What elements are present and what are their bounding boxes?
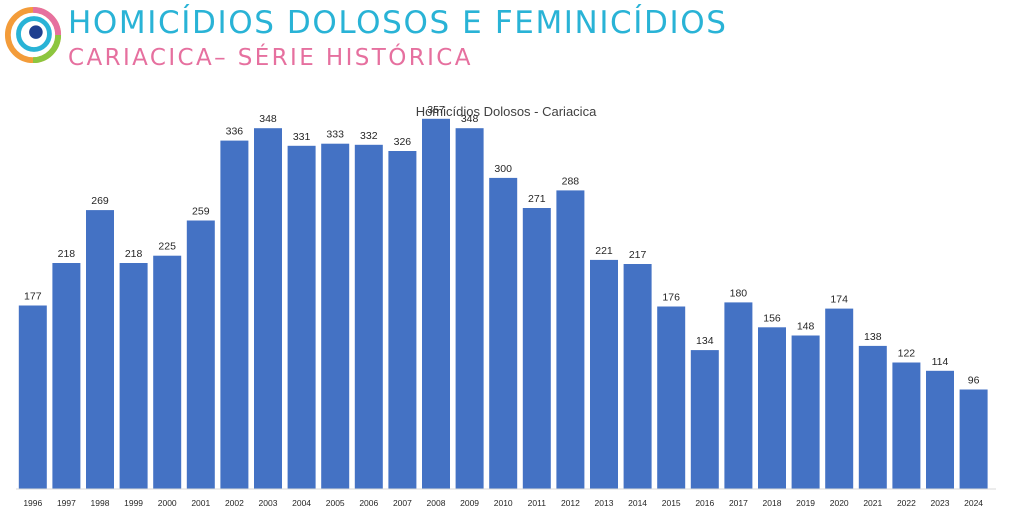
x-tick-label-2005: 2005 xyxy=(326,498,345,508)
value-label-2011: 271 xyxy=(528,193,546,205)
value-label-2018: 156 xyxy=(763,312,781,324)
value-label-2016: 134 xyxy=(696,335,714,347)
x-tick-label-2024: 2024 xyxy=(964,498,983,508)
value-label-2021: 138 xyxy=(864,331,882,343)
value-label-2005: 333 xyxy=(326,129,344,141)
bars-group xyxy=(18,118,988,490)
x-tick-label-2014: 2014 xyxy=(628,498,647,508)
bar-2024 xyxy=(959,389,988,489)
x-tick-label-2004: 2004 xyxy=(292,498,311,508)
bar-2016 xyxy=(690,350,719,489)
x-tick-label-2000: 2000 xyxy=(158,498,177,508)
x-tick-labels-group: 1996 1997 1998 1999 2000 2001 2002 2003 2004 2005… xyxy=(23,498,983,508)
bar-2000 xyxy=(153,255,182,489)
x-tick-label-2006: 2006 xyxy=(359,498,378,508)
bar-2017 xyxy=(724,302,753,489)
bar-1997 xyxy=(52,263,81,489)
x-tick-label-1996: 1996 xyxy=(23,498,42,508)
value-label-1998: 269 xyxy=(91,195,109,207)
value-label-2008: 357 xyxy=(427,104,445,116)
value-label-2023: 114 xyxy=(932,356,949,368)
value-label-2010: 300 xyxy=(494,163,512,175)
x-tick-label-2012: 2012 xyxy=(561,498,580,508)
bar-2001 xyxy=(186,220,215,489)
value-label-2002: 336 xyxy=(226,126,244,138)
value-label-2024: 96 xyxy=(968,375,980,387)
x-tick-label-2011: 2011 xyxy=(528,498,547,508)
x-tick-label-2010: 2010 xyxy=(494,498,513,508)
x-tick-label-1997: 1997 xyxy=(57,498,76,508)
x-tick-label-2021: 2021 xyxy=(863,498,882,508)
x-tick-label-2002: 2002 xyxy=(225,498,244,508)
value-label-2000: 225 xyxy=(158,241,176,253)
bar-1996 xyxy=(18,305,47,489)
bar-2011 xyxy=(522,208,551,489)
value-label-2012: 288 xyxy=(562,175,580,187)
bar-2019 xyxy=(791,335,820,489)
x-tick-label-2016: 2016 xyxy=(695,498,714,508)
page-title: HOMICÍDIOS DOLOSOS E FEMINICÍDIOS xyxy=(68,5,728,41)
x-tick-label-2023: 2023 xyxy=(931,498,950,508)
x-tick-label-2008: 2008 xyxy=(427,498,446,508)
bar-2022 xyxy=(892,362,921,489)
x-tick-label-1998: 1998 xyxy=(91,498,110,508)
x-tick-label-2013: 2013 xyxy=(595,498,614,508)
bar-1999 xyxy=(119,263,148,489)
bar-2010 xyxy=(489,177,518,489)
value-label-2015: 176 xyxy=(662,292,680,304)
bar-2008 xyxy=(422,118,450,490)
bar-2002 xyxy=(220,140,249,489)
x-tick-label-2019: 2019 xyxy=(796,498,815,508)
value-label-2003: 348 xyxy=(259,113,277,125)
value-label-2014: 217 xyxy=(629,249,647,261)
circular-eye-logo-icon xyxy=(4,6,62,64)
bar-2012 xyxy=(556,190,585,489)
value-label-1999: 218 xyxy=(125,248,143,260)
bar-2007 xyxy=(388,151,417,489)
bar-2014 xyxy=(623,264,652,489)
value-label-1996: 177 xyxy=(24,291,42,303)
bar-1998 xyxy=(86,210,114,489)
page-subtitle: CARIACICA– SÉRIE HISTÓRICA xyxy=(68,45,473,71)
value-labels-group: 177 218 269 218 225 259 336 348 331 333 332 326 357 3… xyxy=(24,104,980,387)
bar-2004 xyxy=(287,145,316,490)
x-tick-label-2001: 2001 xyxy=(191,498,210,508)
x-tick-label-1999: 1999 xyxy=(124,498,143,508)
value-label-2019: 148 xyxy=(797,321,815,333)
x-tick-label-2018: 2018 xyxy=(763,498,782,508)
bar-2013 xyxy=(590,259,618,489)
x-tick-label-2020: 2020 xyxy=(830,498,849,508)
value-label-2001: 259 xyxy=(192,206,210,218)
value-label-2004: 331 xyxy=(293,131,311,143)
bar-2018 xyxy=(758,327,786,489)
value-label-2022: 122 xyxy=(898,348,916,360)
bar-2021 xyxy=(858,345,887,489)
value-label-2009: 348 xyxy=(461,113,479,125)
bar-2005 xyxy=(321,143,350,489)
value-label-1997: 218 xyxy=(58,248,76,260)
bar-2009 xyxy=(455,128,484,489)
bar-2003 xyxy=(254,128,282,489)
bar-2015 xyxy=(657,306,686,489)
x-tick-label-2022: 2022 xyxy=(897,498,916,508)
value-label-2020: 174 xyxy=(830,294,848,306)
chart-title: Homicídios Dolosos - Cariacica xyxy=(416,104,597,119)
bar-2006 xyxy=(354,144,383,490)
x-tick-label-2015: 2015 xyxy=(662,498,681,508)
value-label-2017: 180 xyxy=(730,287,748,299)
x-tick-label-2009: 2009 xyxy=(460,498,479,508)
x-tick-label-2007: 2007 xyxy=(393,498,412,508)
bar-2023 xyxy=(926,370,954,489)
x-tick-label-2003: 2003 xyxy=(259,498,278,508)
value-label-2013: 221 xyxy=(595,245,613,257)
x-tick-label-2017: 2017 xyxy=(729,498,748,508)
bar-2020 xyxy=(825,308,854,489)
value-label-2006: 332 xyxy=(360,130,378,142)
value-label-2007: 326 xyxy=(394,136,412,148)
